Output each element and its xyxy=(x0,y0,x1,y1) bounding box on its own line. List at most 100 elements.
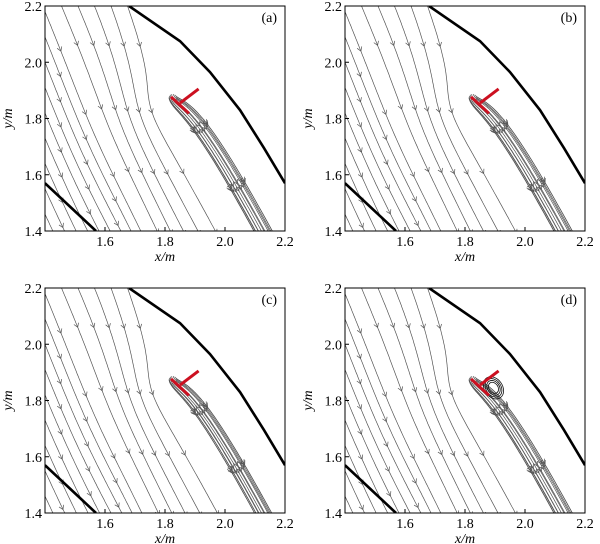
streamline xyxy=(471,100,559,231)
plot-area xyxy=(45,6,285,231)
y-tick-label: 1.6 xyxy=(325,451,343,466)
streamline xyxy=(475,379,572,513)
flow-arrow xyxy=(120,41,126,47)
streamline xyxy=(475,380,569,513)
x-axis-label: x/m xyxy=(154,250,175,265)
streamline xyxy=(345,36,432,231)
streamline xyxy=(169,376,260,513)
flow-arrow xyxy=(164,451,170,457)
streamline xyxy=(345,112,400,231)
flow-arrow xyxy=(229,468,235,475)
flow-arrow xyxy=(199,119,205,125)
flow-arrow xyxy=(202,406,207,412)
flow-arrow xyxy=(120,323,126,329)
flow-arrow xyxy=(237,176,243,183)
flow-arrow xyxy=(357,147,363,153)
flow-arrow xyxy=(237,459,242,465)
streamline xyxy=(345,11,442,231)
streamline xyxy=(471,382,559,513)
streamline xyxy=(45,213,54,231)
flow-arrow xyxy=(356,122,363,128)
streamline xyxy=(45,11,142,231)
flow-arrow xyxy=(148,108,154,114)
flow-arrow xyxy=(125,448,131,454)
flow-arrow xyxy=(413,220,419,227)
streamline xyxy=(345,188,365,231)
y-axis-label: y/m xyxy=(1,108,16,130)
flow-arrow xyxy=(82,416,88,422)
flow-arrow xyxy=(197,511,203,513)
flow-arrow xyxy=(373,322,379,329)
streamline xyxy=(171,94,265,231)
streamline xyxy=(94,288,186,513)
flow-arrow xyxy=(82,391,88,397)
streamline xyxy=(475,95,573,231)
streamline xyxy=(468,98,555,231)
flow-arrow xyxy=(537,176,543,183)
body-stem xyxy=(179,369,200,387)
streamline xyxy=(45,293,143,513)
y-tick-label: 2.2 xyxy=(25,282,43,297)
streamline xyxy=(175,95,273,231)
streamline xyxy=(474,376,573,513)
flow-arrow xyxy=(358,504,364,511)
streamline xyxy=(473,382,562,513)
flow-arrow xyxy=(384,466,390,472)
lower-wall xyxy=(45,182,97,231)
streamline xyxy=(377,6,471,231)
flow-arrow xyxy=(136,323,143,330)
streamline xyxy=(377,288,471,513)
flow-arrow xyxy=(57,429,63,435)
flow-arrow xyxy=(138,449,144,455)
x-tick-label: 2.0 xyxy=(516,517,534,532)
flow-arrow xyxy=(479,450,485,457)
streamline xyxy=(394,288,484,513)
streamline xyxy=(168,380,256,513)
streamline xyxy=(45,62,122,231)
flow-arrow xyxy=(497,127,503,134)
flow-arrow xyxy=(232,468,237,475)
flow-arrow xyxy=(357,454,364,460)
flow-arrow xyxy=(112,387,118,393)
flow-arrow xyxy=(448,108,454,114)
streamline xyxy=(474,94,573,231)
streamline xyxy=(45,188,65,231)
flow-arrow xyxy=(212,228,218,231)
flow-arrow xyxy=(397,104,403,110)
flow-arrow xyxy=(356,353,362,360)
body-stem xyxy=(479,87,500,105)
flow-arrow xyxy=(436,41,442,48)
flow-arrow xyxy=(356,71,362,78)
flow-arrow xyxy=(73,40,79,47)
flow-arrow xyxy=(409,453,415,460)
x-tick-label: 2.2 xyxy=(276,235,294,250)
flow-arrow xyxy=(463,451,469,457)
streamline xyxy=(61,288,159,513)
streamline xyxy=(110,288,201,513)
flow-arrow xyxy=(58,222,64,229)
flow-arrow xyxy=(495,403,501,409)
streamline xyxy=(169,99,257,231)
flow-arrow xyxy=(180,450,186,456)
streamline xyxy=(345,293,442,513)
streamline xyxy=(173,382,262,513)
streamline xyxy=(168,98,255,231)
flow-arrow xyxy=(356,404,363,410)
streamline xyxy=(468,380,555,513)
flow-arrow xyxy=(155,509,161,513)
flow-arrow xyxy=(239,182,245,188)
flow-arrow xyxy=(437,449,443,456)
y-tick-label: 2.0 xyxy=(25,56,43,71)
plot-area xyxy=(345,6,585,231)
streamline xyxy=(345,495,354,513)
flow-arrow xyxy=(231,187,237,193)
flow-arrow xyxy=(83,159,89,165)
y-tick-label: 1.8 xyxy=(25,395,43,410)
streamline xyxy=(171,382,259,513)
flow-arrow xyxy=(389,322,396,329)
plot-area xyxy=(45,288,285,513)
flow-arrow xyxy=(386,209,392,215)
upper-wall xyxy=(428,288,585,466)
flow-arrow xyxy=(381,109,388,116)
